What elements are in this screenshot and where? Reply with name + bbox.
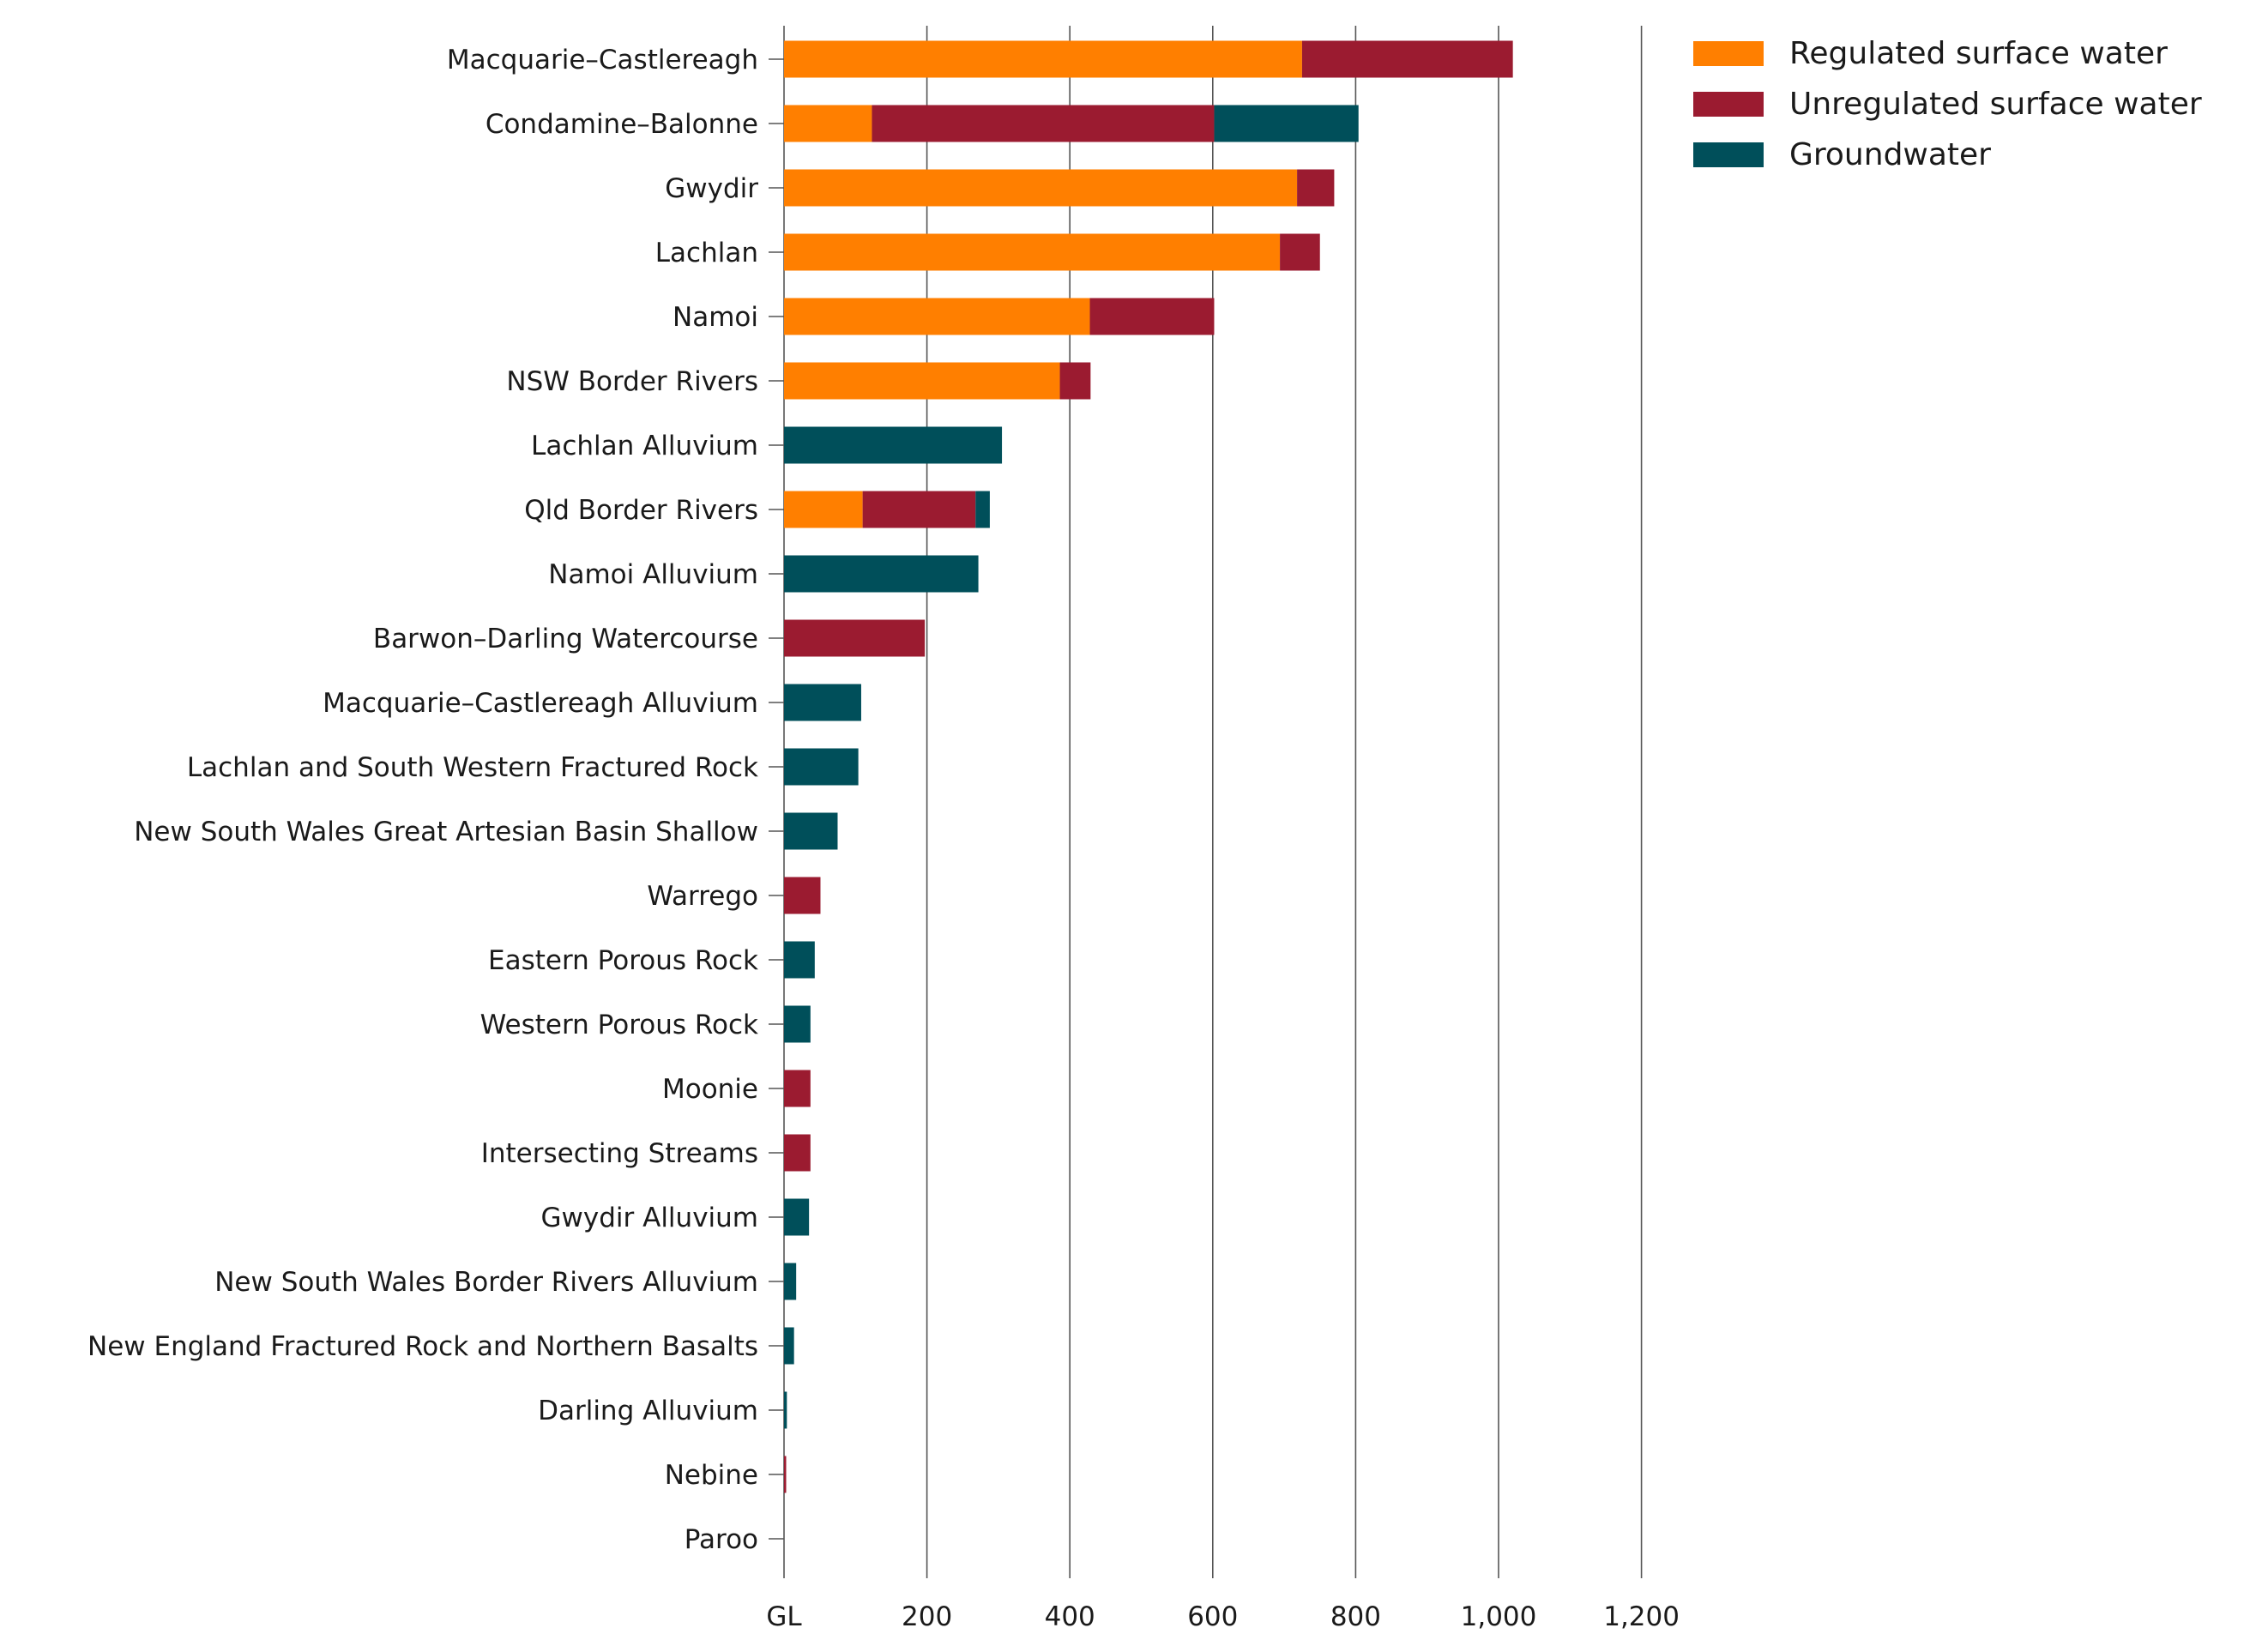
bar-groundwater	[784, 1327, 794, 1365]
category-label: NSW Border Rivers	[506, 366, 758, 397]
bar-groundwater	[784, 748, 859, 786]
category-label: Western Porous Rock	[480, 1010, 758, 1040]
bar-groundwater	[784, 684, 861, 721]
category-label: Intersecting Streams	[481, 1138, 758, 1169]
category-label: Macquarie–Castlereagh	[447, 45, 758, 75]
legend-swatch	[1693, 92, 1764, 117]
category-label: Lachlan Alluvium	[531, 431, 758, 461]
category-label: New England Fractured Rock and Northern …	[87, 1331, 758, 1362]
legend-label: Groundwater	[1789, 137, 1991, 172]
category-label: New South Wales Border Rivers Alluvium	[214, 1267, 758, 1298]
x-tick-labels: GL 200 400 600 800 1,000 1,200	[766, 1601, 1680, 1632]
x-tick-label: 1,000	[1461, 1601, 1537, 1632]
x-tick-label: 1,200	[1603, 1601, 1680, 1632]
bar-unregulated-surface-water	[862, 491, 976, 528]
x-tick-label: 200	[902, 1601, 952, 1632]
category-label: Lachlan and South Western Fractured Rock	[187, 752, 758, 783]
bar-groundwater	[975, 491, 990, 528]
bar-unregulated-surface-water	[784, 1134, 811, 1172]
bar-groundwater	[784, 555, 979, 593]
category-label: Lachlan	[655, 238, 758, 268]
legend-label: Regulated surface water	[1789, 36, 2168, 71]
bar-groundwater	[784, 1198, 810, 1236]
category-labels: Macquarie–Castlereagh Condamine–Balonne Gw…	[87, 45, 758, 1555]
category-label: Condamine–Balonne	[486, 109, 758, 140]
bar-unregulated-surface-water	[784, 877, 821, 914]
bar-unregulated-surface-water	[1280, 233, 1320, 271]
category-label: Barwon–Darling Watercourse	[373, 624, 758, 654]
category-tick-marks	[769, 58, 784, 1540]
bar-groundwater	[784, 812, 838, 850]
gridlines	[783, 26, 1643, 1578]
legend: Regulated surface water Unregulated surfa…	[1693, 36, 2202, 172]
x-tick-label: 600	[1187, 1601, 1238, 1632]
category-label: Gwydir Alluvium	[541, 1203, 759, 1233]
bar-unregulated-surface-water	[784, 619, 926, 657]
bar-unregulated-surface-water	[1301, 40, 1513, 78]
legend-swatch	[1693, 41, 1764, 66]
bar-groundwater	[784, 426, 1003, 464]
bar-groundwater	[784, 1391, 787, 1429]
bar-groundwater	[784, 941, 815, 979]
category-label: Namoi Alluvium	[548, 559, 758, 590]
x-tick-label: 400	[1045, 1601, 1095, 1632]
category-label: Namoi	[673, 302, 758, 333]
legend-label: Unregulated surface water	[1789, 87, 2202, 122]
category-label: Darling Alluvium	[538, 1396, 758, 1426]
bar-unregulated-surface-water	[1089, 298, 1215, 335]
legend-swatch	[1693, 142, 1764, 167]
bar-groundwater	[784, 1005, 811, 1043]
bar-regulated-surface-water	[784, 233, 1281, 271]
x-tick-label: GL	[766, 1601, 802, 1632]
category-label: New South Wales Great Artesian Basin Sha…	[134, 817, 758, 847]
bars	[784, 40, 1513, 1493]
category-label: Moonie	[662, 1074, 758, 1105]
bar-regulated-surface-water	[784, 169, 1298, 207]
category-label: Qld Border Rivers	[524, 495, 758, 526]
bar-regulated-surface-water	[784, 105, 872, 142]
bar-unregulated-surface-water	[872, 105, 1215, 142]
x-tick-label: 800	[1330, 1601, 1381, 1632]
bar-groundwater	[784, 1263, 797, 1300]
bar-groundwater	[1214, 105, 1359, 142]
bar-unregulated-surface-water	[1059, 362, 1091, 400]
category-label: Eastern Porous Rock	[488, 945, 758, 976]
bar-unregulated-surface-water	[1297, 169, 1335, 207]
category-label: Paroo	[685, 1524, 758, 1555]
category-label: Macquarie–Castlereagh Alluvium	[323, 688, 758, 719]
category-label: Nebine	[665, 1460, 758, 1491]
bar-regulated-surface-water	[784, 40, 1302, 78]
category-label: Gwydir	[665, 173, 758, 204]
category-label: Warrego	[647, 881, 758, 912]
bar-regulated-surface-water	[784, 491, 863, 528]
bar-unregulated-surface-water	[784, 1456, 787, 1493]
bar-unregulated-surface-water	[784, 1070, 811, 1107]
bar-regulated-surface-water	[784, 362, 1060, 400]
bar-regulated-surface-water	[784, 298, 1090, 335]
